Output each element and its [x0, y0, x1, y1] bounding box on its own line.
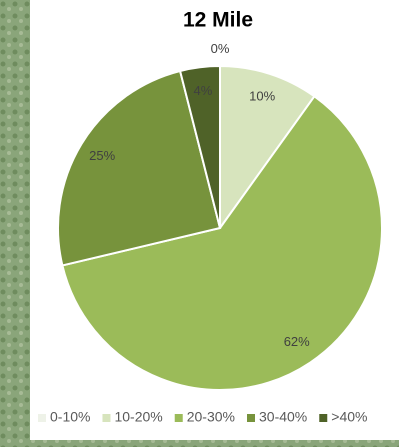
map-background — [0, 0, 34, 447]
pie-slice — [57, 69, 222, 267]
data-label: 4% — [194, 83, 213, 98]
data-label: 62% — [284, 334, 310, 349]
legend-label: 30-40% — [259, 409, 307, 425]
chart-title: 12 Mile — [183, 9, 253, 32]
legend-swatch — [319, 414, 328, 422]
pie-slice — [178, 64, 221, 229]
legend-swatch — [247, 414, 255, 422]
legend-label: 0-10% — [50, 409, 90, 425]
legend-label: 10-20% — [114, 409, 162, 425]
pie-slice — [61, 94, 383, 391]
legend-swatch — [38, 414, 46, 422]
map-background — [0, 436, 399, 447]
data-label: 10% — [249, 88, 275, 103]
pie-slice — [219, 64, 316, 232]
legend-swatch — [174, 414, 183, 422]
chart-panel — [30, 436, 399, 440]
legend-label: 20-30% — [187, 409, 235, 425]
data-label: 25% — [89, 148, 115, 163]
legend-swatch — [102, 414, 111, 422]
legend-label: >40% — [331, 409, 367, 425]
data-label: 0% — [211, 41, 230, 56]
